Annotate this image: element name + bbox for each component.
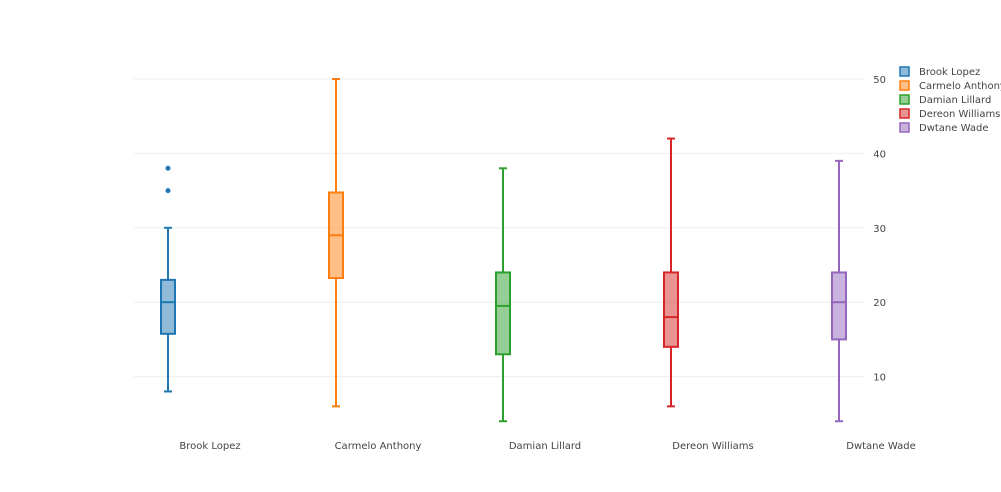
- outlier-point[interactable]: [165, 188, 171, 194]
- x-category-label: Brook Lopez: [179, 441, 240, 452]
- legend-swatch: [899, 94, 910, 105]
- legend-swatch: [899, 66, 910, 77]
- box-iqr[interactable]: [831, 271, 847, 341]
- box-iqr[interactable]: [663, 271, 679, 348]
- y-axis-ticks: 10 20 30 40 50: [873, 75, 886, 384]
- x-category-label: Carmelo Anthony: [335, 441, 422, 452]
- box-trace[interactable]: [160, 165, 176, 393]
- outlier-point[interactable]: [165, 165, 171, 171]
- legend[interactable]: Brook Lopez Carmelo Anthony Damian Lillard…: [899, 66, 1001, 134]
- legend-label: Dwtane Wade: [919, 123, 988, 134]
- legend-swatch: [899, 108, 910, 119]
- box-iqr[interactable]: [495, 271, 511, 356]
- legend-label: Brook Lopez: [919, 67, 980, 78]
- box-trace[interactable]: [328, 78, 344, 408]
- legend-item[interactable]: Brook Lopez: [899, 66, 980, 78]
- x-category-label: Dereon Williams: [672, 441, 753, 452]
- legend-label: Dereon Williams: [919, 109, 1000, 120]
- legend-swatch: [899, 80, 910, 91]
- box-trace[interactable]: [495, 167, 511, 423]
- box-series: [160, 78, 847, 423]
- x-category-label: Dwtane Wade: [846, 441, 915, 452]
- y-tick-label: 30: [873, 224, 886, 235]
- box-iqr[interactable]: [160, 278, 176, 335]
- legend-label: Carmelo Anthony: [919, 81, 1001, 92]
- x-category-label: Damian Lillard: [509, 441, 581, 452]
- legend-swatch: [899, 122, 910, 133]
- legend-item[interactable]: Dwtane Wade: [899, 122, 988, 134]
- y-tick-label: 50: [873, 75, 886, 86]
- legend-item[interactable]: Dereon Williams: [899, 108, 1000, 120]
- legend-label: Damian Lillard: [919, 95, 991, 106]
- legend-item[interactable]: Damian Lillard: [899, 94, 991, 106]
- box-trace[interactable]: [831, 159, 847, 423]
- x-axis-labels: Brook Lopez Carmelo Anthony Damian Lillard…: [179, 441, 915, 452]
- grid-lines: [134, 78, 865, 378]
- box-trace[interactable]: [663, 137, 679, 408]
- y-tick-label: 40: [873, 149, 886, 160]
- y-tick-label: 20: [873, 298, 886, 309]
- y-tick-label: 10: [873, 373, 886, 384]
- legend-item[interactable]: Carmelo Anthony: [899, 80, 1001, 92]
